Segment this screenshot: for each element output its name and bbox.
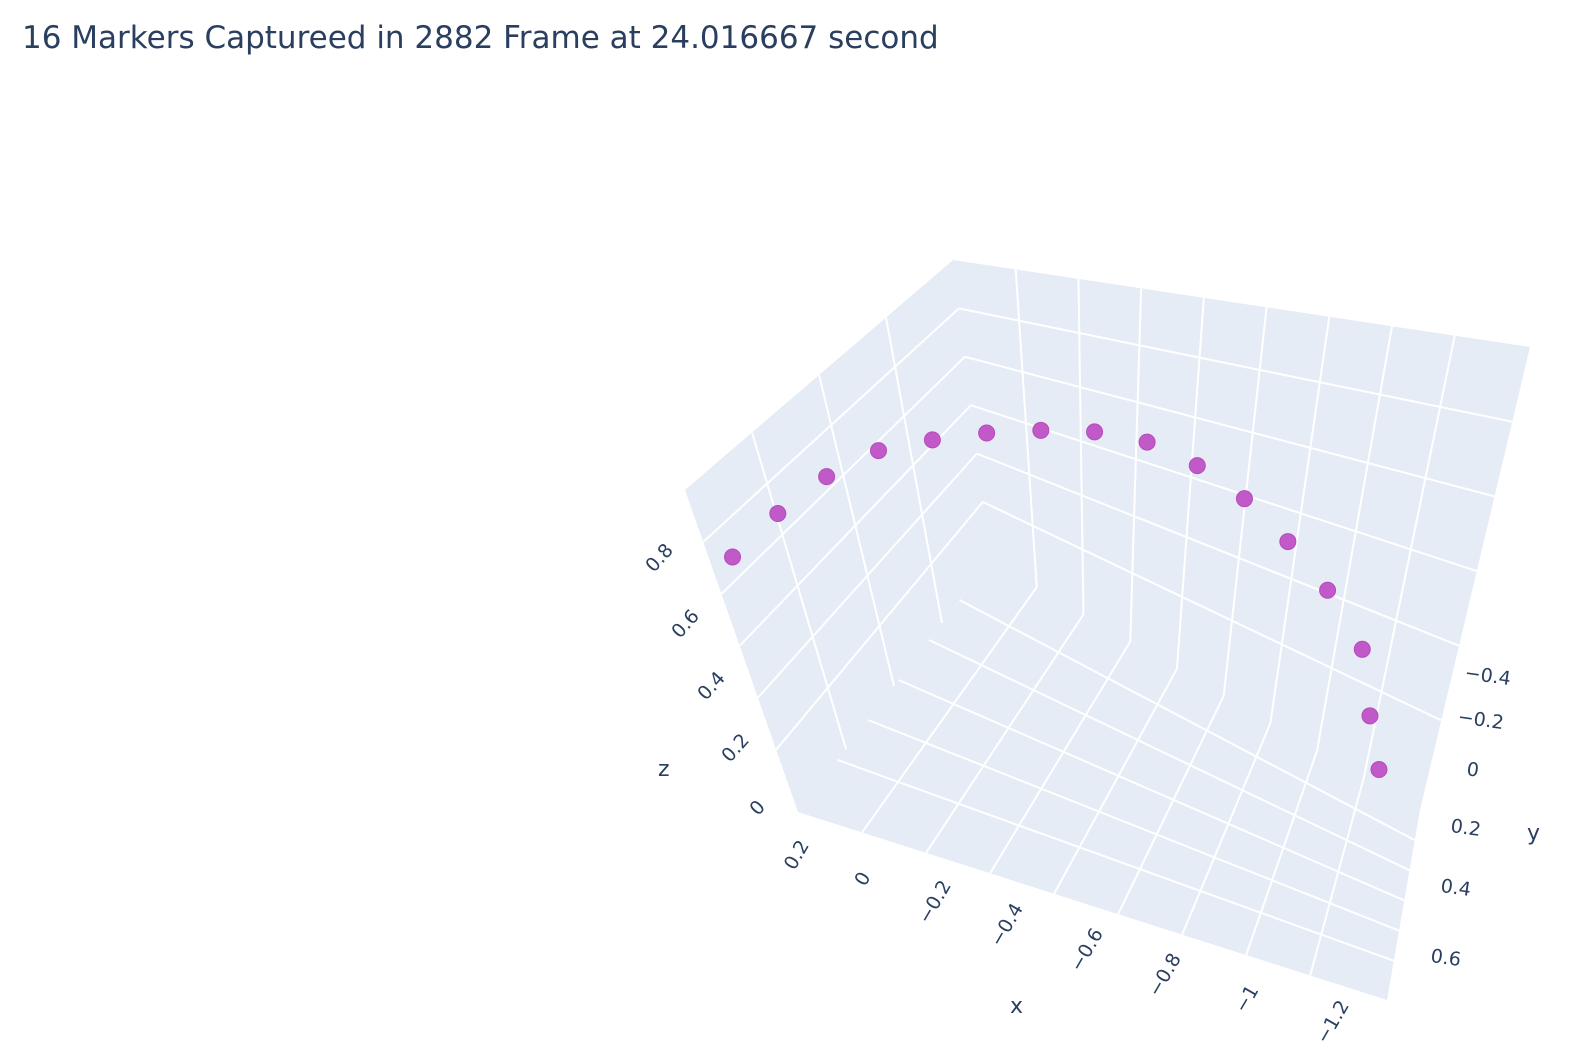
grid-line [970,404,1478,572]
grid-line [959,599,1416,842]
grid-line [976,452,1460,647]
marker-point[interactable] [1319,581,1337,599]
x-tick-label: −0.2 [914,877,956,928]
z-axis-title: z [658,757,670,782]
y-tick-label: 0 [1465,758,1480,781]
grid-line [989,641,1132,874]
z-tick-label: 0.6 [667,605,704,642]
grid-line [751,432,847,750]
x-tick-label: −1.2 [1312,997,1354,1048]
grid-line [1181,722,1272,935]
grid-line [898,679,1405,902]
marker-point[interactable] [923,431,941,449]
y-tick-label: 0.6 [1429,945,1462,971]
grid-line [1175,297,1205,669]
y-axis-ticks: −0.4 −0.2 0 0.2 0.4 0.6 [1429,662,1512,971]
x-axis-title: x [1010,994,1023,1019]
grid-line [928,639,1410,872]
x-tick-label: −1 [1230,981,1263,1016]
x-tick-label: −0.4 [986,900,1028,951]
grid-line [1053,668,1178,895]
marker-point[interactable] [1361,707,1379,725]
x-tick-label: 0.2 [780,836,814,873]
grid-line [867,719,1400,932]
z-tick-label: 0.8 [641,539,678,576]
marker-point[interactable] [724,548,742,566]
y-axis-title: y [1527,821,1540,846]
grid-line [1129,288,1143,642]
marker-series[interactable] [724,421,1388,778]
grid-line [861,586,1038,834]
marker-point[interactable] [1370,760,1388,778]
z-tick-label: 0 [745,796,769,820]
y-tick-label: −0.4 [1463,662,1512,690]
y-tick-label: 0.4 [1439,875,1472,901]
grid-line [1014,269,1038,588]
grid-line [837,759,1395,962]
x-tick-label: 0 [850,868,875,889]
marker-point[interactable] [1235,490,1253,508]
grid-line [1309,777,1365,976]
grid-line [1077,278,1085,615]
grid-line [1117,695,1225,915]
grid-line [1245,749,1319,956]
x-tick-label: −0.6 [1066,925,1108,976]
marker-point[interactable] [978,424,996,442]
marker-point[interactable] [818,468,836,486]
marker-point[interactable] [1279,533,1297,551]
grid-line [1269,316,1331,724]
grid-line [885,317,943,624]
y-tick-label: 0.2 [1449,815,1482,841]
z-tick-label: 0.2 [717,729,754,766]
chart-title: 16 Markers Captureed in 2882 Frame at 24… [22,20,939,56]
marker-point[interactable] [869,442,887,460]
grid-line [982,501,1442,722]
x-tick-label: −0.8 [1144,950,1186,1001]
marker-point[interactable] [1138,433,1156,451]
z-tick-label: 0.4 [693,667,730,704]
grid-line [1362,335,1456,778]
grid-back-wall [958,269,1513,778]
grid-line [964,355,1495,498]
grid-line [818,374,895,687]
grid-line [1316,326,1394,751]
marker-point[interactable] [769,505,787,523]
grid-line [958,307,1513,423]
marker-point[interactable] [1086,423,1104,441]
marker-point[interactable] [1032,421,1050,439]
grid-line [925,613,1085,854]
marker-point[interactable] [1353,640,1371,658]
grid-floor [837,586,1416,976]
y-tick-label: −0.2 [1456,706,1505,734]
marker-point[interactable] [1188,457,1206,475]
left-wall-pane [685,260,990,812]
floor-pane [798,560,1420,1000]
